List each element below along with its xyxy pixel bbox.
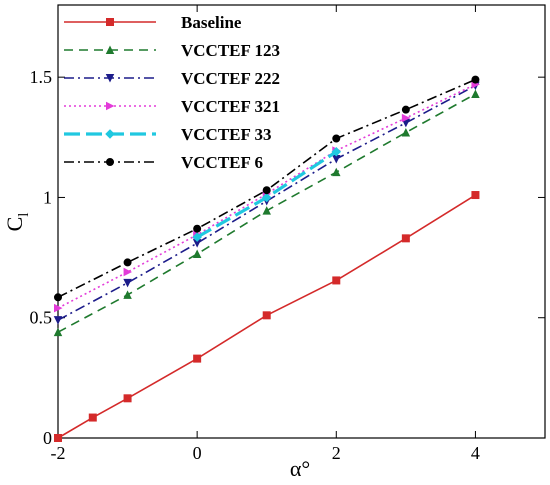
axis-ticks: -2 0 2 400.511.5 — [30, 5, 545, 463]
x-tick-label: 2 — [332, 443, 341, 463]
y-tick-label: 1.5 — [30, 67, 53, 87]
data-point — [261, 192, 272, 203]
series-4 — [192, 146, 342, 242]
legend-marker — [105, 74, 115, 83]
legend-marker — [106, 101, 115, 111]
legend-label: Baseline — [181, 13, 242, 32]
x-axis-label: α° — [290, 456, 310, 481]
series-layer — [53, 75, 480, 442]
data-point — [471, 191, 480, 200]
series-line — [57, 194, 476, 439]
data-point — [54, 433, 63, 442]
legend-item: VCCTEF 321 — [64, 97, 280, 116]
legend-marker — [106, 157, 115, 166]
legend-item: VCCTEF 123 — [64, 41, 280, 60]
legend-label: VCCTEF 33 — [181, 125, 272, 144]
legend-item: VCCTEF 33 — [64, 125, 272, 144]
data-point — [262, 206, 271, 215]
data-point — [401, 128, 411, 137]
data-point — [192, 232, 202, 242]
legend-label: VCCTEF 321 — [181, 97, 280, 116]
y-tick-label: 1 — [43, 187, 52, 207]
legend-item: VCCTEF 222 — [64, 69, 280, 88]
x-tick-label: -2 — [51, 443, 66, 463]
y-tick-label: 0.5 — [30, 308, 53, 328]
data-point — [54, 303, 63, 313]
data-point — [123, 290, 132, 299]
legend-marker — [105, 129, 115, 139]
data-point — [262, 311, 271, 320]
data-point — [193, 224, 202, 233]
data-point — [332, 134, 341, 143]
data-point — [331, 146, 342, 157]
legend-item: VCCTEF 6 — [64, 153, 263, 172]
legend-marker — [105, 45, 115, 54]
plot-frame — [57, 4, 546, 439]
x-tick-label: 0 — [193, 443, 202, 463]
x-tick-label: 4 — [471, 443, 480, 463]
y-axis-label-main: C — [2, 217, 27, 232]
legend-label: VCCTEF 6 — [181, 153, 263, 172]
legend-item: Baseline — [64, 13, 242, 32]
data-point — [54, 293, 63, 302]
data-point — [88, 413, 97, 422]
data-point — [262, 186, 271, 195]
data-point — [401, 234, 410, 243]
data-point — [123, 267, 133, 277]
data-point — [193, 354, 202, 363]
y-axis-label: Cl — [2, 213, 32, 232]
legend-marker — [106, 17, 115, 26]
data-point — [401, 105, 410, 114]
data-point — [401, 113, 411, 123]
series-2 — [53, 81, 480, 325]
legend: Baseline VCCTEF 123 VCCTEF 222 VCCTEF 321 VC… — [64, 13, 280, 172]
data-point — [123, 258, 132, 267]
series-0 — [54, 191, 480, 442]
data-point — [471, 89, 480, 99]
series-5 — [54, 75, 480, 302]
y-axis-label-sub: l — [16, 213, 32, 217]
data-point — [123, 278, 132, 288]
data-point — [123, 394, 132, 403]
data-point — [332, 167, 341, 177]
data-point — [53, 327, 63, 337]
data-point — [471, 75, 480, 84]
data-point — [192, 249, 202, 258]
data-point — [53, 316, 63, 325]
series-1 — [53, 89, 480, 337]
y-tick-label: 0 — [43, 428, 52, 448]
legend-label: VCCTEF 222 — [181, 69, 280, 88]
data-point — [332, 276, 341, 285]
legend-label: VCCTEF 123 — [181, 41, 280, 60]
